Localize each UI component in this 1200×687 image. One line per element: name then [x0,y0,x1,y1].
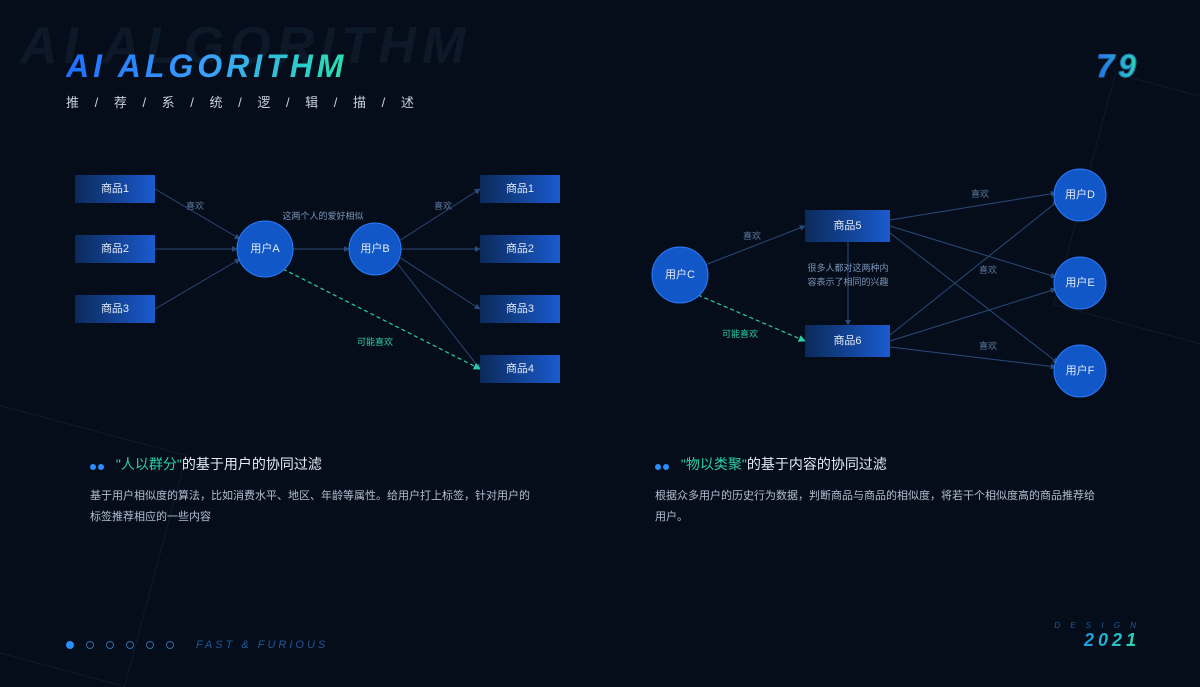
pager-dot[interactable] [106,641,114,649]
bullet-icon [655,457,669,473]
page-subtitle: 推 / 荐 / 系 / 统 / 逻 / 辑 / 描 / 述 [66,92,420,111]
bullet-icon [90,457,104,473]
pager-dot[interactable] [86,641,94,649]
svg-text:用户E: 用户E [1065,275,1094,289]
page-title: AI ALGORITHM [66,48,347,85]
pager-dot[interactable] [166,641,174,649]
footer-label: FAST & FURIOUS [196,639,328,651]
svg-text:商品2: 商品2 [101,241,129,255]
svg-text:可能喜欢: 可能喜欢 [357,336,393,347]
svg-text:喜欢: 喜欢 [979,340,997,351]
svg-text:商品4: 商品4 [506,361,534,375]
section-title-left: "人以群分"的基于用户的协同过滤 [90,454,322,474]
footer: FAST & FURIOUS [66,639,328,651]
section-rest: 的基于用户的协同过滤 [182,456,322,472]
section-title-right: "物以类聚"的基于内容的协同过滤 [655,454,887,474]
design-mark: D E S I G N 2021 [1054,621,1140,651]
svg-text:容表示了相同的兴趣: 容表示了相同的兴趣 [807,276,888,287]
pager-dot[interactable] [126,641,134,649]
svg-text:用户B: 用户B [360,241,389,255]
svg-text:用户F: 用户F [1066,363,1095,377]
svg-text:可能喜欢: 可能喜欢 [722,328,758,339]
page-number: 79 [1096,48,1140,85]
section-desc-left: 基于用户相似度的算法，比如消费水平、地区、年龄等属性。给用户打上标签，针对用户的… [90,486,530,528]
svg-text:商品3: 商品3 [101,301,129,315]
svg-text:喜欢: 喜欢 [979,264,997,275]
svg-text:喜欢: 喜欢 [434,200,452,211]
svg-text:这两个人的爱好相似: 这两个人的爱好相似 [282,210,363,221]
svg-text:商品5: 商品5 [833,218,861,232]
svg-text:用户A: 用户A [250,241,280,255]
svg-text:商品6: 商品6 [833,333,861,347]
svg-text:很多人都对这两种内: 很多人都对这两种内 [807,262,888,273]
section-quoted: "物以类聚" [681,456,747,472]
section-desc-right: 根据众多用户的历史行为数据，判断商品与商品的相似度，将若干个相似度高的商品推荐给… [655,486,1095,528]
svg-text:商品3: 商品3 [506,301,534,315]
diagram-item-based: 喜欢喜欢喜欢喜欢可能喜欢商品5商品6用户C用户D用户E用户F很多人都对这两种内容… [640,165,1160,475]
svg-text:商品1: 商品1 [506,181,534,195]
svg-text:商品1: 商品1 [101,181,129,195]
svg-text:用户C: 用户C [665,267,695,281]
section-rest: 的基于内容的协同过滤 [747,456,887,472]
design-year: 2021 [1054,630,1140,651]
design-text: D E S I G N [1054,621,1140,630]
svg-text:用户D: 用户D [1065,187,1095,201]
pager-dot[interactable] [66,641,74,649]
svg-text:喜欢: 喜欢 [186,200,204,211]
svg-text:喜欢: 喜欢 [743,230,761,241]
pager-dot[interactable] [146,641,154,649]
svg-text:商品2: 商品2 [506,241,534,255]
section-quoted: "人以群分" [116,456,182,472]
svg-text:喜欢: 喜欢 [971,188,989,199]
diagram-user-based: 喜欢 喜欢可能喜欢 商品1 商品2 商品3 商品1 商品2 商品3 商品4 用户A 用户B 这两个人的… [75,165,595,475]
